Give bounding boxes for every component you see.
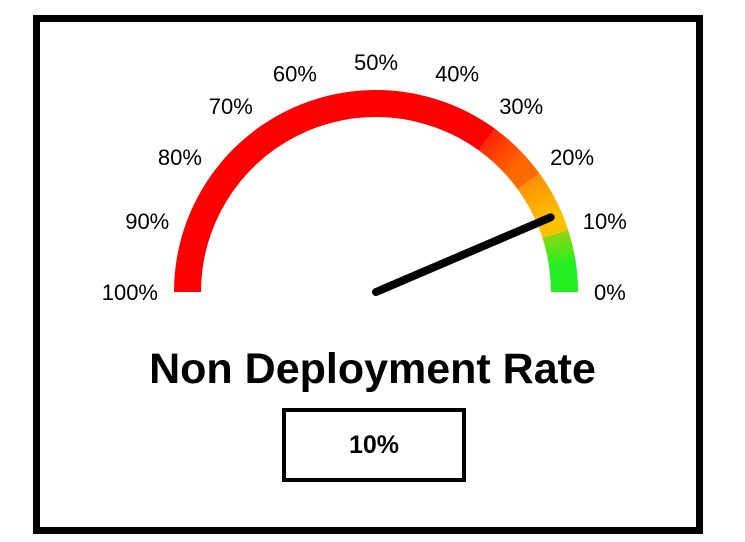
value-box: 10% — [282, 408, 466, 482]
tick-label-30: 30% — [499, 94, 543, 119]
gauge-band-10-20 — [517, 173, 569, 238]
tick-label-20: 20% — [550, 145, 594, 170]
gauge-needle — [372, 213, 555, 296]
tick-label-100: 100% — [102, 280, 158, 305]
tick-label-80: 80% — [158, 145, 202, 170]
gauge-band-base-green — [549, 266, 578, 292]
gauge-title: Non Deployment Rate — [149, 345, 596, 393]
gauge-color-bands — [174, 89, 578, 292]
tick-label-0: 0% — [594, 280, 626, 305]
tick-label-70: 70% — [209, 94, 253, 119]
tick-label-60: 60% — [273, 61, 317, 86]
tick-label-50: 50% — [354, 50, 398, 75]
gauge-band-30-100 — [174, 89, 495, 292]
gauge-tick-labels: 0% 10% 20% 30% 40% 50% 60% 70% 80% 90% 100% — [102, 50, 627, 305]
value-label: 10% — [348, 430, 400, 459]
gauge-needle-group — [372, 213, 555, 296]
tick-label-10: 10% — [583, 209, 627, 234]
gauge-band-20-30 — [478, 128, 540, 190]
tick-label-40: 40% — [435, 61, 479, 86]
tick-label-90: 90% — [125, 209, 169, 234]
